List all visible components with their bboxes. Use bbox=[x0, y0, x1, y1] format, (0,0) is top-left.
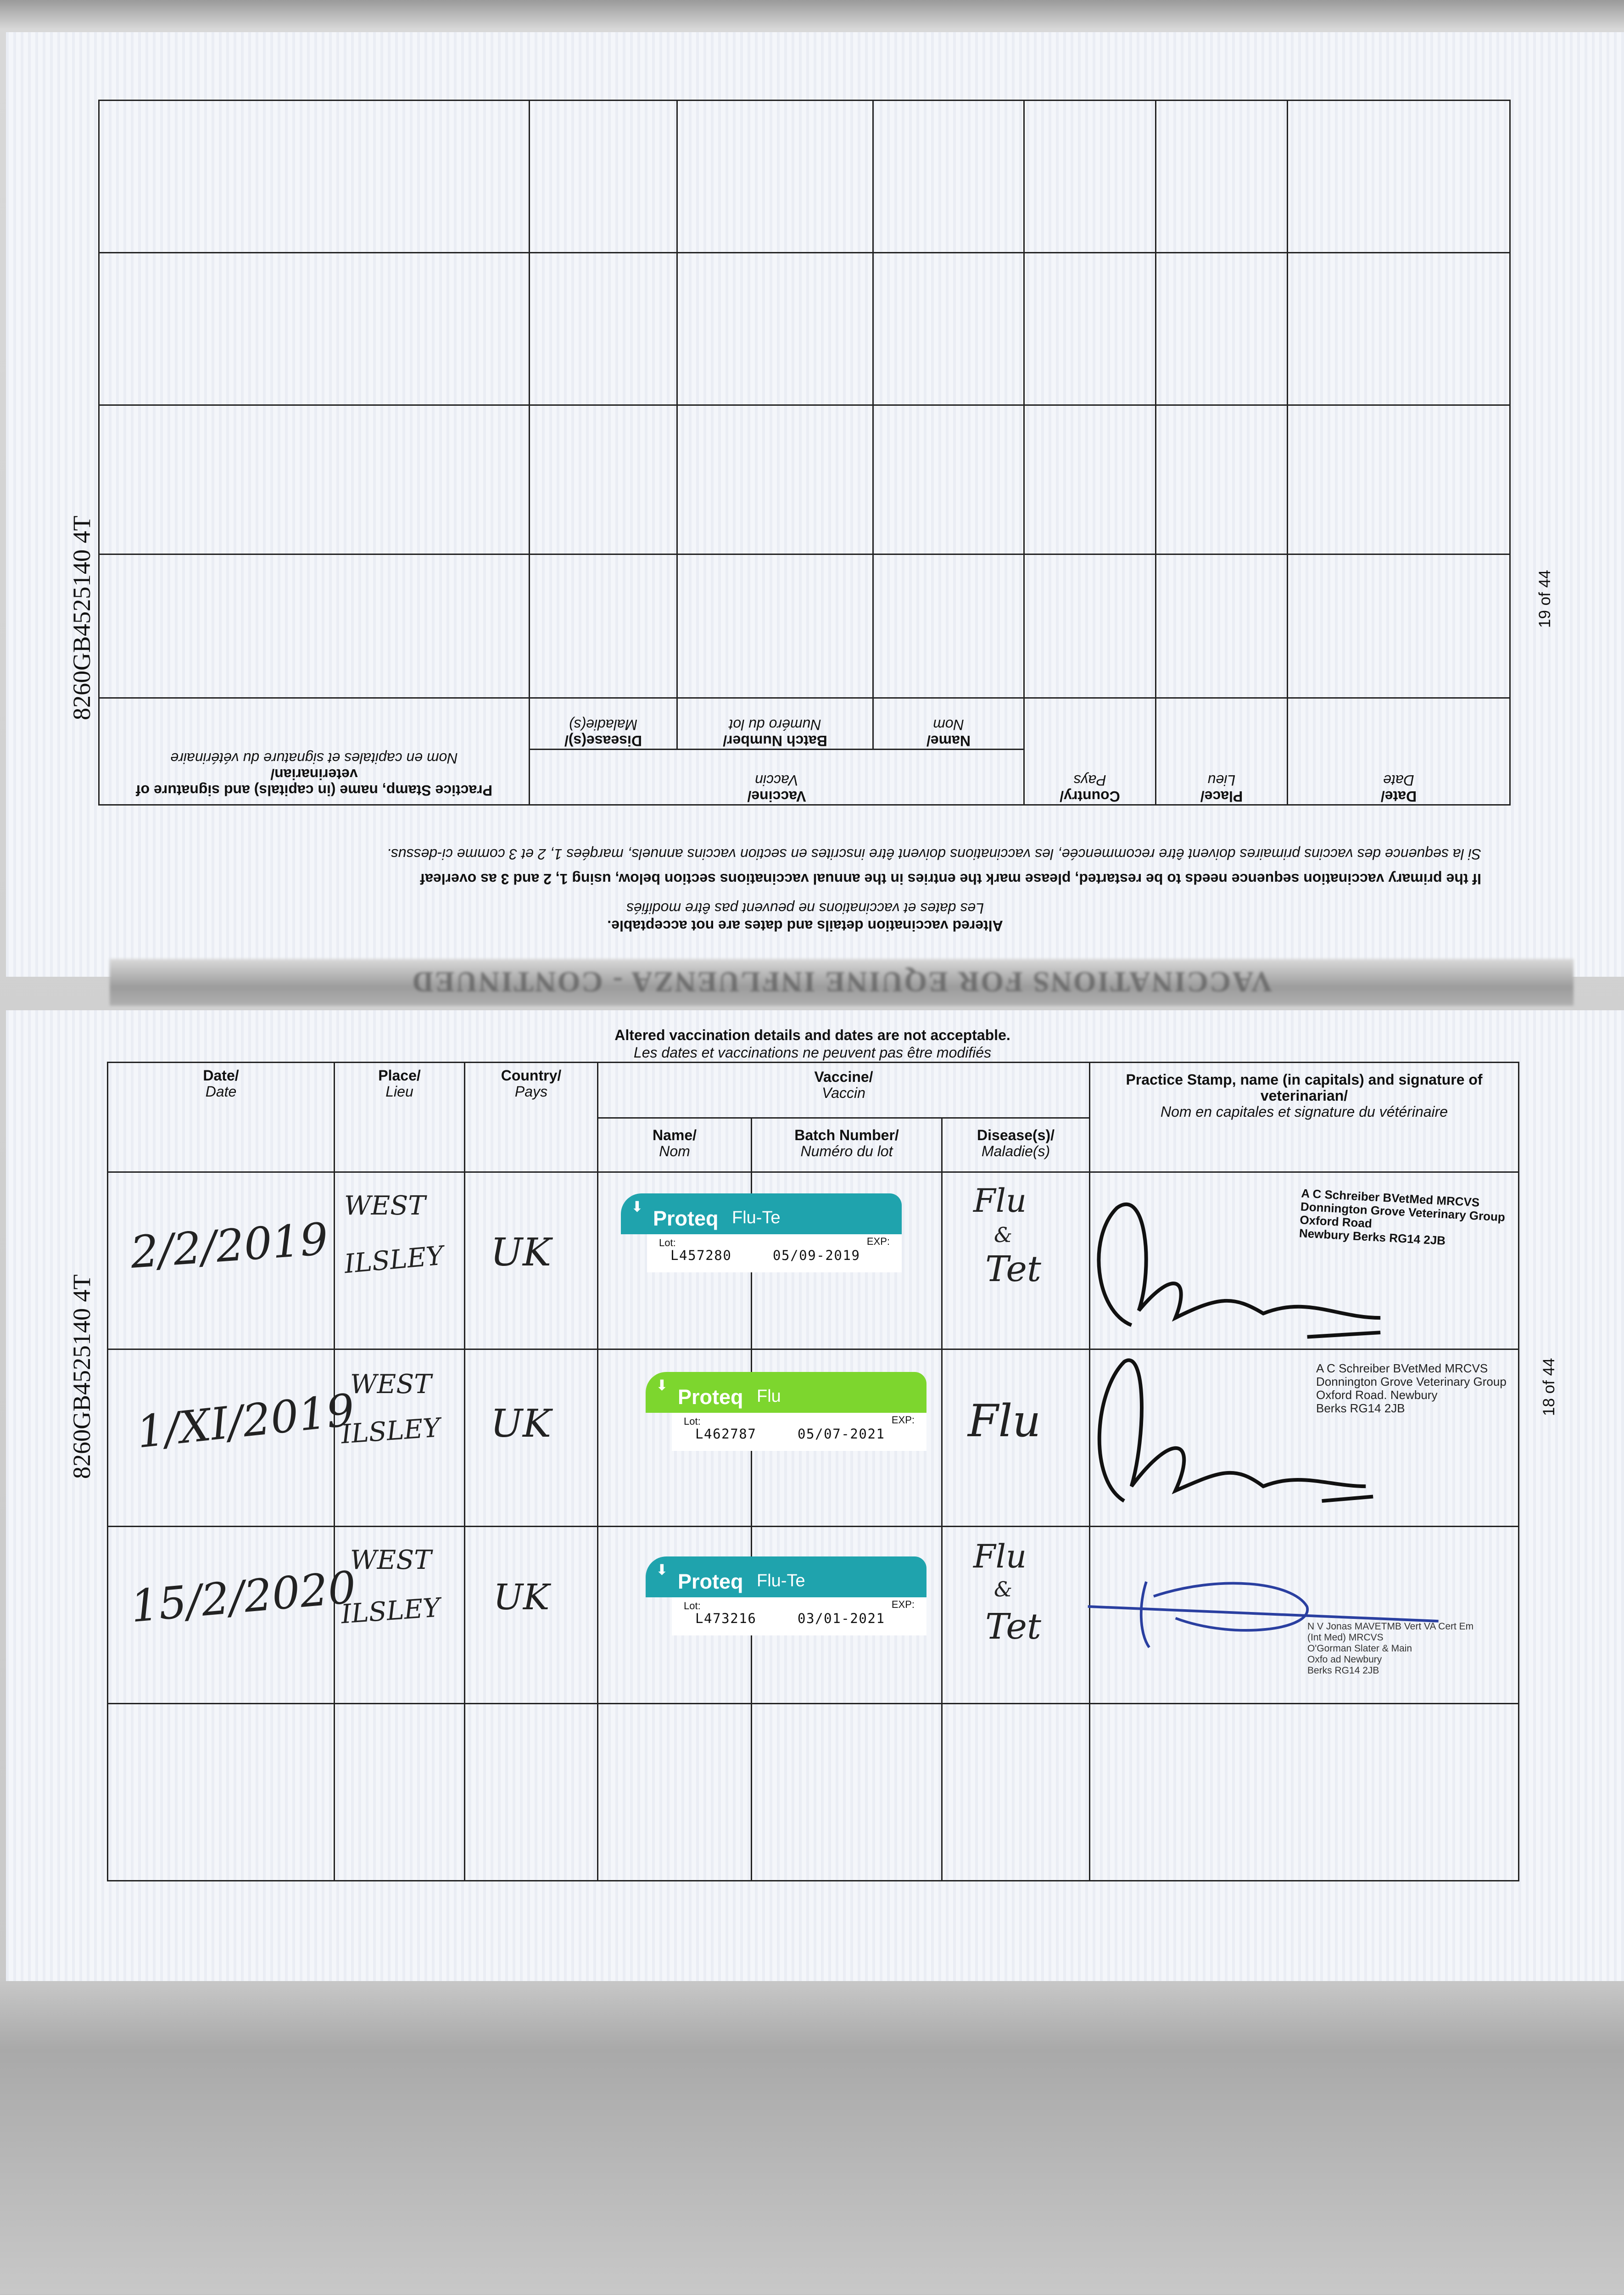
rotated-page-content: Altered vaccination details and dates ar… bbox=[98, 100, 1511, 937]
entry-place-line1: WEST bbox=[350, 1369, 432, 1399]
practice-stamp: A C Schreiber BVetMed MRCVS Donnington Gr… bbox=[1316, 1361, 1507, 1415]
notice-en: Altered vaccination details and dates ar… bbox=[614, 1027, 1010, 1043]
notice-fr: Les dates et vaccinations ne peuvent pas… bbox=[633, 1044, 992, 1061]
vet-signature bbox=[1097, 1358, 1373, 1503]
page-number: 19 of 44 bbox=[1536, 570, 1554, 628]
table-row bbox=[99, 252, 1510, 405]
header-batch: Batch Number/Numéro du lot bbox=[677, 698, 873, 750]
notice: Altered vaccination details and dates ar… bbox=[107, 1026, 1518, 1061]
batch-number: L462787 bbox=[695, 1426, 757, 1442]
vet-signature bbox=[1097, 1202, 1381, 1339]
header-name: Name/Nom bbox=[873, 698, 1024, 750]
vaccination-table-wrapper: Date/Date Place/Lieu Country/Pays Vaccin… bbox=[107, 1062, 1520, 1881]
passport-number: 8260GB4525140 4T bbox=[68, 515, 95, 721]
expiry-date: 05/09-2019 bbox=[773, 1248, 860, 1263]
entry-disease-line2: & bbox=[994, 1577, 1013, 1601]
instruction-fr: Si la sequence des vaccins primaires doi… bbox=[386, 846, 1481, 862]
entry-disease-line1: Flu bbox=[973, 1538, 1027, 1575]
page-19: 8260GB4525140 4T 19 of 44 Altered vaccin… bbox=[6, 32, 1624, 977]
header-place: Place/Lieu bbox=[1155, 698, 1288, 805]
entry-disease-line1: Flu bbox=[973, 1182, 1027, 1220]
vaccination-table-empty: Date/Date Place/Lieu Country/Pays Vaccin… bbox=[98, 100, 1511, 806]
header-vaccine: Vaccine/Vaccin bbox=[529, 749, 1024, 805]
vet-signature bbox=[1088, 1581, 1439, 1648]
batch-number: L473216 bbox=[695, 1611, 757, 1626]
lot-label: Lot: bbox=[684, 1600, 701, 1612]
header-batch: Batch Number/Numéro du lot bbox=[751, 1117, 943, 1173]
notice: Altered vaccination details and dates ar… bbox=[100, 900, 1511, 935]
batch-number: L457280 bbox=[670, 1248, 732, 1263]
header-disease: Disease(s)/Maladie(s) bbox=[529, 698, 677, 750]
section-title-bleedthrough: VACCINATIONS FOR EQUINE INFLUENZA - CONT… bbox=[110, 959, 1574, 1006]
header-stamp: Practice Stamp, name (in capitals) and s… bbox=[1089, 1062, 1520, 1173]
entry-country: UK bbox=[491, 1401, 551, 1446]
exp-label: EXP: bbox=[891, 1599, 915, 1610]
sticker-band: ⬇ Proteq Flu-Te bbox=[621, 1193, 902, 1234]
entry-place-line1: WEST bbox=[350, 1545, 432, 1575]
entry-place-line1: WEST bbox=[344, 1191, 426, 1221]
header-country: Country/Pays bbox=[1024, 698, 1156, 805]
entry-disease-line3: Tet bbox=[985, 1606, 1041, 1647]
lot-label: Lot: bbox=[659, 1237, 676, 1248]
sticker-band: ⬇ Proteq Flu-Te bbox=[646, 1556, 926, 1597]
table-row bbox=[99, 405, 1510, 554]
passport-number: 8260GB4525140 4T bbox=[68, 1274, 95, 1479]
header-vaccine: Vaccine/Vaccin bbox=[597, 1062, 1091, 1119]
expiry-date: 05/07-2021 bbox=[798, 1426, 885, 1442]
arrow-down-icon: ⬇ bbox=[656, 1377, 668, 1394]
exp-label: EXP: bbox=[891, 1414, 915, 1426]
notice-fr: Les dates et vaccinations ne peuvent pas… bbox=[626, 900, 984, 917]
header-disease: Disease(s)/Maladie(s) bbox=[941, 1117, 1091, 1173]
vaccine-sticker: ⬇ Proteq Flu Lot: EXP: L462787 05/07-2021 bbox=[646, 1372, 926, 1451]
header-place: Place/Lieu bbox=[334, 1062, 465, 1173]
expiry-date: 03/01-2021 bbox=[798, 1611, 885, 1626]
vaccination-table: Date/Date Place/Lieu Country/Pays Vaccin… bbox=[107, 1062, 1520, 1881]
sticker-product: Flu-Te bbox=[732, 1208, 781, 1227]
sticker-brand: Proteq bbox=[678, 1385, 743, 1409]
header-stamp: Practice Stamp, name (in capitals) and s… bbox=[99, 698, 530, 805]
header-name: Name/Nom bbox=[597, 1117, 752, 1173]
sticker-product: Flu bbox=[757, 1387, 781, 1406]
entry-disease-line3: Tet bbox=[985, 1249, 1041, 1290]
entry-country: UK bbox=[491, 1230, 551, 1275]
lot-label: Lot: bbox=[684, 1416, 701, 1427]
notice-en: Altered vaccination details and dates ar… bbox=[607, 918, 1003, 934]
sticker-brand: Proteq bbox=[653, 1207, 719, 1230]
exp-label: EXP: bbox=[866, 1236, 890, 1247]
practice-stamp: N V Jonas MAVETMB Vert VA Cert Em (Int Me… bbox=[1307, 1621, 1474, 1676]
vaccine-sticker: ⬇ Proteq Flu-Te Lot: EXP: L457280 05/09-2019 bbox=[621, 1193, 902, 1272]
instruction: If the primary vaccination sequence need… bbox=[114, 845, 1481, 888]
arrow-down-icon: ⬇ bbox=[631, 1198, 643, 1215]
sticker-product: Flu-Te bbox=[757, 1571, 805, 1590]
entry-disease-line2: & bbox=[994, 1223, 1013, 1247]
arrow-down-icon: ⬇ bbox=[656, 1562, 668, 1578]
vaccine-sticker: ⬇ Proteq Flu-Te Lot: EXP: L473216 03/01-2021 bbox=[646, 1556, 926, 1635]
table-row bbox=[99, 554, 1510, 698]
sticker-brand: Proteq bbox=[678, 1570, 743, 1593]
table-row bbox=[99, 100, 1510, 253]
entry-disease-line1: Flu bbox=[968, 1395, 1041, 1447]
header-date: Date/Date bbox=[107, 1062, 335, 1173]
header-date: Date/Date bbox=[1287, 698, 1510, 805]
table-row bbox=[107, 1703, 1520, 1881]
header-country: Country/Pays bbox=[464, 1062, 598, 1173]
page-18: 8260GB4525140 4T 18 of 44 Altered vaccin… bbox=[6, 1010, 1624, 1981]
instruction-en: If the primary vaccination sequence need… bbox=[420, 871, 1481, 887]
page-number: 18 of 44 bbox=[1540, 1358, 1558, 1416]
sticker-band: ⬇ Proteq Flu bbox=[646, 1372, 926, 1413]
entry-country: UK bbox=[493, 1577, 550, 1618]
